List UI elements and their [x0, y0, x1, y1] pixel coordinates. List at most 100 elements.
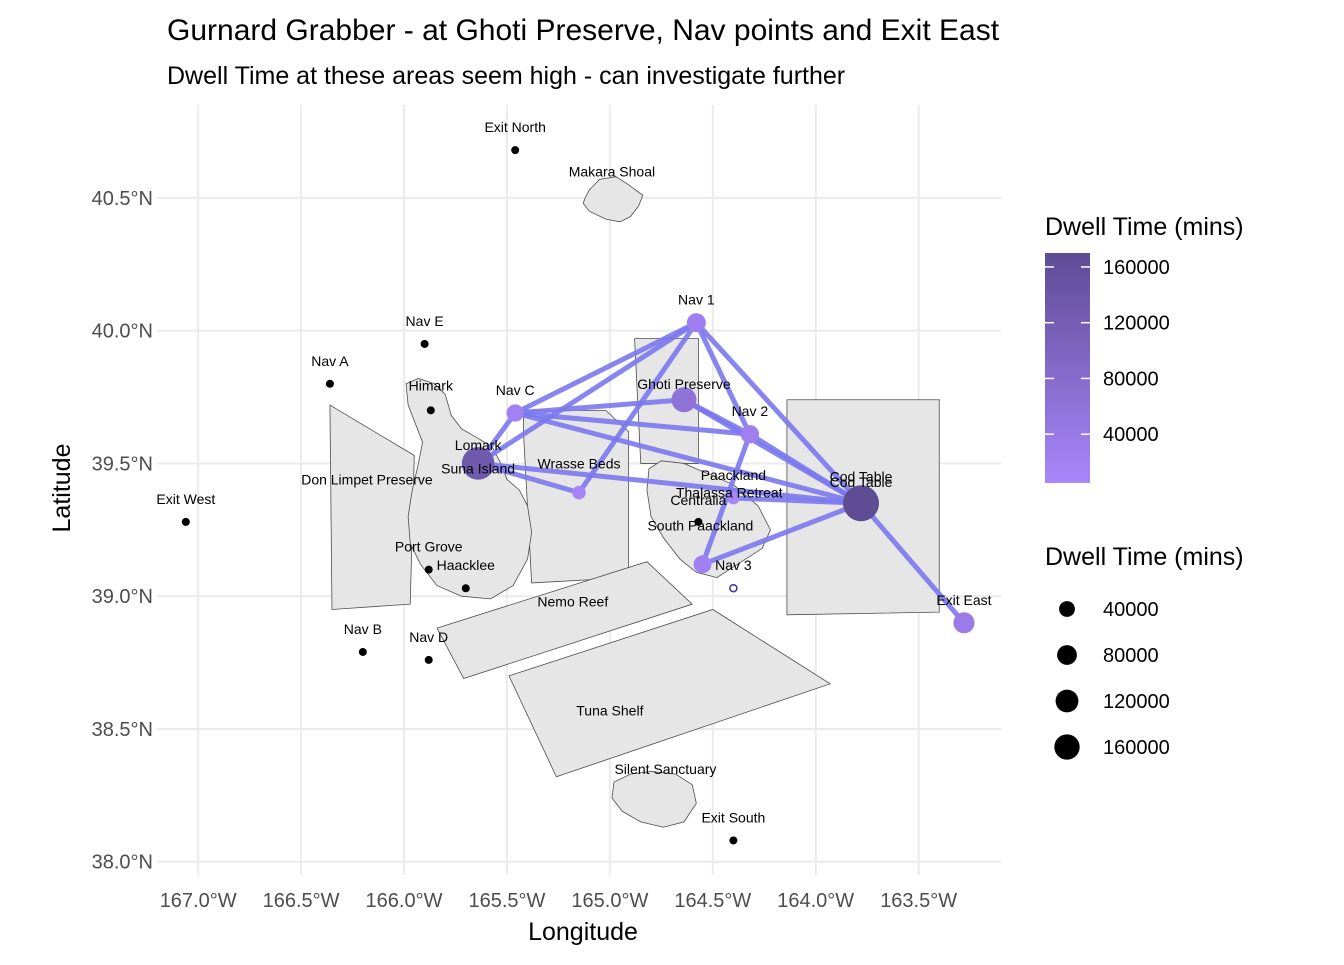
point-exit-north: [511, 146, 520, 155]
y-tick-label: 38.5°N: [92, 719, 153, 741]
size-legend-key: [1057, 645, 1077, 665]
color-legend-bar: [1045, 253, 1090, 483]
path-suna-island-to-cod-table: [475, 460, 864, 506]
location-points: [181, 146, 738, 845]
island-silent-sanctuary: [611, 771, 697, 828]
chart-subtitle: Dwell Time at these areas seem high - ca…: [167, 62, 845, 90]
point-haacklee: [461, 584, 470, 593]
y-tick-label: 38.0°N: [92, 852, 153, 874]
path-wrasse-beds-to-nav-1: [576, 320, 699, 496]
dwell-point-nav-c: [506, 404, 524, 422]
y-axis-title: Latitude: [48, 444, 76, 533]
x-tick-label: 166.0°W: [366, 890, 443, 912]
color-legend-label: 80000: [1103, 368, 1159, 390]
chart-title: Gurnard Grabber - at Ghoti Preserve, Nav…: [167, 14, 1000, 47]
label-silent-sanctuary: Silent Sanctuary: [614, 761, 716, 777]
dwell-point-nav-1: [686, 313, 706, 333]
dwell-point-nav-2: [740, 425, 760, 444]
size-legend: Dwell Time (mins) 40000 80000 120000 160000: [1045, 543, 1244, 760]
label-exit-north: Exit North: [484, 119, 545, 135]
label-port-grove: Port Grove: [395, 539, 463, 555]
size-legend-label: 120000: [1103, 691, 1170, 713]
label-paackland: Paackland: [701, 467, 766, 483]
label-nav-1: Nav 1: [678, 292, 715, 308]
point-port-grove: [424, 565, 433, 574]
size-legend-label: 40000: [1103, 599, 1159, 621]
map-labels: Exit North Exit West Exit South Nav A Nav B N…: [156, 119, 991, 825]
y-tick-label: 40.0°N: [92, 321, 153, 343]
size-legend-title: Dwell Time (mins): [1045, 543, 1244, 571]
label-nav-2: Nav 2: [732, 403, 769, 419]
point-nav-3: [729, 583, 738, 593]
y-tick-label: 39.5°N: [92, 453, 153, 475]
island-makara-shoal: [582, 176, 644, 223]
path-nav-c-to-nav-1: [512, 320, 699, 416]
path-nav-c-to-cod-table: [512, 410, 864, 506]
dwell-point-cod-table: [843, 485, 880, 522]
label-haacklee: Haacklee: [437, 557, 496, 573]
path-nav-c-to-ghoti-preserve: [512, 397, 687, 416]
label-nav-3: Nav 3: [715, 557, 752, 573]
color-legend: Dwell Time (mins) 40000 80000 120000 160000: [1045, 213, 1244, 483]
label-exit-south: Exit South: [701, 809, 765, 825]
path-nav-c-to-nav-2: [512, 410, 753, 437]
x-tick-label: 165.0°W: [571, 890, 648, 912]
x-tick-label: 165.5°W: [468, 890, 545, 912]
x-tick-label: 166.5°W: [263, 890, 340, 912]
axis-ticks: 167.0°W 166.5°W 166.0°W 165.5°W 165.0°W 164.5…: [92, 188, 958, 912]
label-cod-table: Cod Table: [830, 474, 893, 490]
x-tick-label: 164.5°W: [674, 890, 751, 912]
regions: [329, 338, 940, 778]
label-nav-c: Nav C: [496, 382, 535, 398]
region-tuna-shelf: [508, 609, 832, 778]
label-himark: Himark: [409, 377, 454, 393]
x-tick-label: 163.5°W: [880, 890, 957, 912]
point-nav-e: [420, 339, 429, 348]
dwell-point-exit-east: [953, 612, 975, 634]
label-ghoti-preserve: Ghoti Preserve: [637, 376, 731, 392]
x-tick-label: 164.0°W: [777, 890, 854, 912]
dwell-point-suna-island: [461, 447, 495, 480]
path-south-paackland-to-cod-table: [700, 500, 864, 567]
label-tuna-shelf: Tuna Shelf: [576, 702, 643, 718]
y-tick-label: 39.0°N: [92, 586, 153, 608]
point-centralia: [694, 517, 703, 526]
path-cod-table-to-exit-east: [858, 500, 967, 626]
label-suna-island: Suna Island: [441, 460, 515, 476]
label-centralia: Centralia: [670, 492, 726, 508]
label-cod-table: Cod Table: [830, 468, 893, 484]
region-don-limpet-preserve: [329, 404, 415, 610]
dwell-point-south-paackland: [693, 555, 712, 574]
label-don-limpet-preserve: Don Limpet Preserve: [301, 471, 433, 487]
point-nav-d: [424, 655, 433, 664]
size-legend-label: 160000: [1103, 737, 1170, 759]
size-legend-key: [1055, 689, 1079, 713]
path-suna-island-to-wrasse-beds: [475, 460, 582, 496]
label-nav-b: Nav B: [344, 621, 382, 637]
color-legend-label: 160000: [1103, 257, 1170, 279]
path-paackland-to-cod-table: [730, 495, 864, 506]
label-lomark: Lomark: [455, 437, 503, 453]
point-nav-a: [325, 379, 334, 388]
y-tick-label: 40.5°N: [92, 188, 153, 210]
path-suna-island-to-nav-1: [475, 320, 699, 466]
label-exit-east: Exit East: [936, 592, 991, 608]
x-tick-label: 167.0°W: [160, 890, 237, 912]
dwell-point-ghoti-preserve: [671, 387, 697, 413]
point-himark: [426, 406, 435, 415]
size-legend-key: [1054, 734, 1080, 760]
color-legend-label: 40000: [1103, 424, 1159, 446]
size-legend-key: [1059, 601, 1075, 617]
region-nemo-reef: [436, 561, 693, 680]
dwell-points: [461, 313, 975, 634]
label-exit-west: Exit West: [156, 491, 215, 507]
label-south-paackland: South Paackland: [647, 517, 753, 533]
label-nemo-reef: Nemo Reef: [537, 594, 608, 610]
path-nav-2-to-cod-table: [747, 431, 864, 506]
label-thalassa-retreat: Thalassa Retreat: [676, 485, 783, 501]
color-legend-label: 120000: [1103, 313, 1170, 335]
color-legend-title: Dwell Time (mins): [1045, 213, 1244, 241]
point-exit-west: [181, 517, 190, 526]
